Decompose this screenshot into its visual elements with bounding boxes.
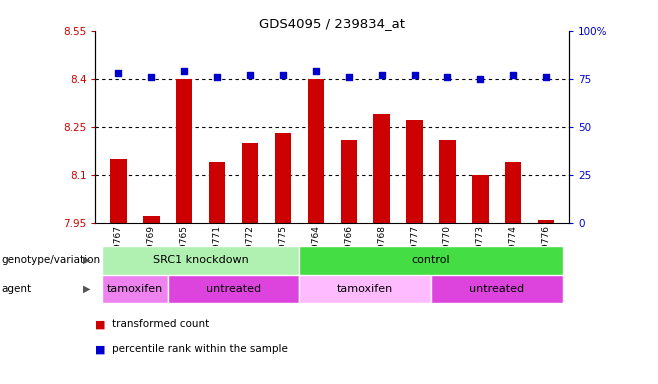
Text: ▶: ▶	[84, 284, 91, 294]
Text: percentile rank within the sample: percentile rank within the sample	[112, 344, 288, 354]
Bar	[102, 275, 168, 303]
Text: control: control	[412, 255, 450, 265]
Bar	[143, 216, 159, 223]
Text: genotype/variation: genotype/variation	[1, 255, 101, 265]
Bar	[242, 143, 258, 223]
Point	[179, 68, 190, 74]
Text: transformed count: transformed count	[112, 319, 209, 329]
Point	[508, 72, 519, 78]
Point	[442, 74, 453, 80]
Bar	[308, 79, 324, 223]
Point	[343, 74, 354, 80]
Bar	[102, 246, 299, 275]
Bar	[407, 120, 422, 223]
Text: ■: ■	[95, 319, 106, 329]
Bar	[111, 159, 126, 223]
Point	[146, 74, 157, 80]
Bar	[209, 162, 225, 223]
Title: GDS4095 / 239834_at: GDS4095 / 239834_at	[259, 17, 405, 30]
Point	[278, 72, 288, 78]
Point	[475, 76, 486, 82]
Point	[311, 68, 321, 74]
Bar	[373, 114, 390, 223]
Bar	[299, 246, 563, 275]
Bar	[299, 275, 431, 303]
Point	[245, 72, 255, 78]
Text: SRC1 knockdown: SRC1 knockdown	[153, 255, 249, 265]
Text: untreated: untreated	[206, 284, 261, 294]
Text: agent: agent	[1, 284, 32, 294]
Point	[541, 74, 551, 80]
Text: ▶: ▶	[84, 255, 91, 265]
Bar	[505, 162, 522, 223]
Point	[409, 72, 420, 78]
Point	[113, 70, 124, 76]
Bar	[440, 139, 455, 223]
Bar	[341, 139, 357, 223]
Point	[376, 72, 387, 78]
Bar	[538, 220, 554, 223]
Bar	[275, 133, 291, 223]
Bar	[176, 79, 192, 223]
Text: tamoxifen: tamoxifen	[337, 284, 393, 294]
Text: untreated: untreated	[469, 284, 524, 294]
Text: ■: ■	[95, 344, 106, 354]
Bar	[431, 275, 563, 303]
Point	[212, 74, 222, 80]
Bar	[168, 275, 299, 303]
Text: tamoxifen: tamoxifen	[107, 284, 163, 294]
Bar	[472, 175, 488, 223]
